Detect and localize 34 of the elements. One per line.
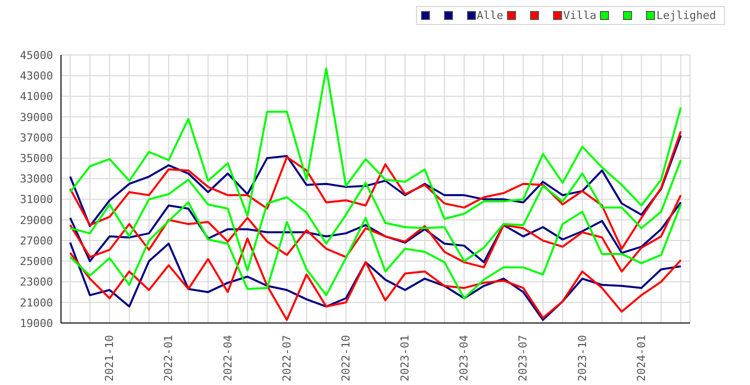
legend-label: Alle (476, 9, 504, 22)
y-tick-label: 21000 (20, 296, 53, 310)
line-series (69, 159, 682, 272)
line-series (69, 201, 682, 300)
x-tick-label: 2023-04 (458, 334, 471, 382)
line-series (69, 67, 682, 220)
y-tick-label: 37000 (20, 131, 53, 144)
y-tick-label: 39000 (20, 110, 53, 124)
legend-label: Villa (563, 9, 596, 22)
x-tick-label: 2022-04 (221, 334, 234, 382)
line-series (69, 134, 682, 228)
x-tick-label: 2022-01 (162, 335, 176, 382)
y-tick-label: 27000 (20, 234, 53, 248)
line-series (69, 130, 682, 250)
x-tick-label: 2022-07 (280, 335, 294, 382)
y-tick-label: 19000 (20, 316, 53, 330)
line-series (69, 194, 682, 272)
y-tick-label: 23000 (20, 276, 53, 289)
y-tick-label: 43000 (20, 70, 53, 83)
line-series (69, 201, 682, 264)
x-tick-label: 2022-10 (339, 335, 352, 382)
x-tick-label: 2023-07 (516, 335, 530, 382)
x-tick-label: 2024-01 (634, 335, 648, 382)
x-tick-label: 2023-10 (576, 335, 589, 382)
y-tick-label: 35000 (20, 152, 53, 165)
x-tick-label: 2023-01 (398, 335, 412, 382)
y-tick-label: 45000 (20, 48, 53, 62)
y-tick-label: 25000 (20, 255, 53, 268)
legend-label: Lejlighed (656, 9, 716, 22)
y-tick-label: 31000 (20, 193, 53, 206)
y-tick-label: 33000 (20, 172, 53, 186)
x-tick-label: 2021-10 (103, 335, 116, 382)
y-tick-label: 29000 (20, 214, 53, 227)
y-tick-label: 41000 (20, 90, 53, 104)
